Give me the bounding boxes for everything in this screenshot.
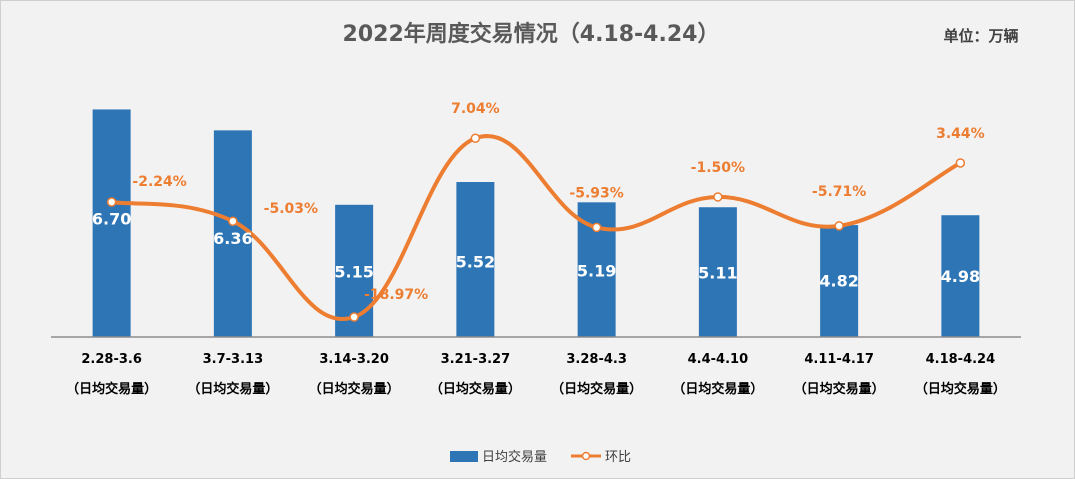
- series-line-huanbi: [109, 134, 963, 321]
- bar-8: [941, 215, 980, 337]
- category-label-1: 2.28-3.6: [81, 352, 142, 367]
- bar-value-label-1: 6.70: [92, 209, 131, 228]
- bar-2: [213, 130, 252, 337]
- category-label-5: 3.28-4.3: [566, 352, 627, 367]
- category-sublabel-5: （日均交易量）: [551, 381, 642, 397]
- legend-bar-label: 日均交易量: [482, 449, 547, 465]
- legend-bar-swatch: [450, 451, 478, 462]
- category-label-7: 4.11-4.17: [804, 352, 874, 367]
- labels-layer: 6.70 6.36 5.15 5.52 5.19 5.11 4.82 4.98 -2.24% -5…: [92, 101, 985, 303]
- bar-value-label-5: 5.19: [577, 261, 616, 280]
- category-label-3: 3.14-3.20: [319, 352, 389, 367]
- line-point-6: [713, 192, 723, 202]
- bar-4: [456, 182, 495, 337]
- category-sublabel-3: （日均交易量）: [309, 381, 400, 397]
- category-labels: 2.28-3.6 （日均交易量） 3.7-3.13 （日均交易量） 3.14-3.20 （…: [66, 352, 1006, 397]
- unit-label: 单位：万辆: [943, 27, 1018, 45]
- bar-value-label-2: 6.36: [213, 229, 252, 248]
- legend: 日均交易量 环比: [450, 449, 631, 465]
- line-layer: [106, 133, 966, 322]
- legend-line-label: 环比: [605, 450, 631, 465]
- line-value-label-7: -5.71%: [812, 184, 866, 200]
- category-sublabel-2: （日均交易量）: [187, 381, 278, 397]
- bar-value-label-7: 4.82: [819, 272, 858, 291]
- line-value-label-4: 7.04%: [451, 101, 500, 117]
- line-point-7: [834, 221, 844, 231]
- bar-1: [92, 109, 131, 337]
- bar-value-label-6: 5.11: [698, 264, 737, 283]
- bar-value-label-8: 4.98: [941, 267, 980, 286]
- line-point-1: [106, 197, 117, 207]
- chart-title: 2022年周度交易情况（4.18-4.24）: [343, 21, 720, 47]
- line-value-label-1: -2.24%: [132, 174, 186, 190]
- category-label-4: 3.21-3.27: [441, 352, 511, 367]
- line-point-2: [228, 216, 238, 226]
- bar-7: [820, 225, 859, 337]
- line-point-8: [955, 158, 966, 168]
- category-sublabel-7: （日均交易量）: [794, 381, 885, 397]
- bars-layer: [92, 109, 980, 337]
- bar-value-label-3: 5.15: [334, 262, 373, 281]
- category-label-2: 3.7-3.13: [203, 352, 264, 367]
- category-sublabel-1: （日均交易量）: [66, 381, 157, 397]
- category-sublabel-4: （日均交易量）: [430, 381, 521, 397]
- category-label-8: 4.18-4.24: [926, 352, 996, 367]
- line-point-3: [349, 312, 359, 322]
- line-value-label-8: 3.44%: [936, 126, 985, 142]
- legend-line-marker: [581, 451, 591, 461]
- category-sublabel-6: （日均交易量）: [672, 381, 763, 397]
- bar-6: [698, 207, 737, 337]
- category-label-6: 4.4-4.10: [688, 352, 749, 367]
- line-value-label-5: -5.93%: [569, 185, 623, 201]
- line-point-5: [591, 222, 602, 233]
- line-value-label-3: -18.97%: [364, 287, 428, 303]
- category-sublabel-8: （日均交易量）: [915, 381, 1006, 397]
- line-point-4: [470, 133, 481, 143]
- line-value-label-2: -5.03%: [264, 201, 318, 217]
- line-value-label-6: -1.50%: [691, 160, 745, 176]
- bar-value-label-4: 5.52: [456, 252, 495, 271]
